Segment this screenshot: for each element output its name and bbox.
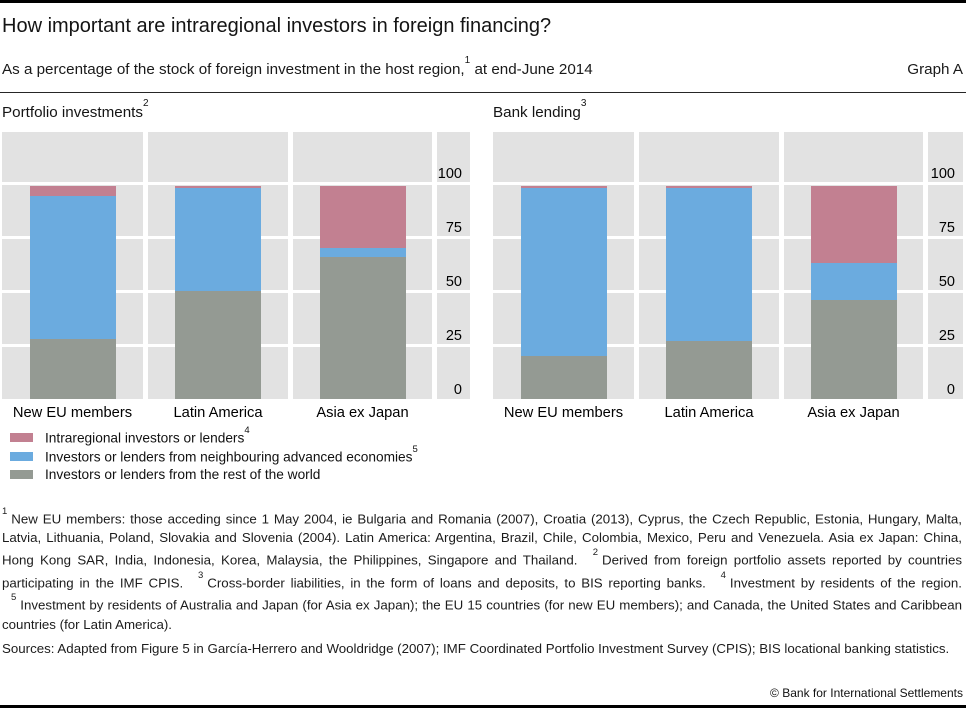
footnote-text: Derived from foreign portfolio assets re…: [2, 552, 963, 591]
bar-segment: [29, 338, 116, 399]
panel-title-text: Portfolio investments: [2, 104, 143, 121]
y-tick-label: 50: [445, 274, 462, 291]
footnote-marker: 3: [197, 569, 204, 581]
gridline-100: [493, 181, 963, 185]
panel-title-bank-lending: Bank lending3: [493, 98, 586, 121]
y-tick-label: 75: [445, 220, 462, 237]
footnote-text: Cross-border liabilities, in the form of…: [207, 575, 712, 591]
category-label: Latin America: [664, 405, 754, 421]
category-label: Latin America: [173, 405, 263, 421]
subtitle-row: As a percentage of the stock of foreign …: [2, 55, 963, 78]
sources-text: Sources: Adapted from Figure 5 in García…: [2, 641, 950, 656]
graph-title: How important are intraregional investor…: [2, 15, 552, 37]
subtitle-text-2: at end-June 2014: [470, 61, 593, 78]
y-tick-label: 0: [453, 382, 462, 398]
footnote-marker: 2: [592, 547, 599, 559]
axis-strip-background: [928, 132, 963, 399]
bar-segment: [319, 256, 406, 399]
legend-swatch: [10, 451, 33, 461]
footnote-marker: 5: [11, 592, 17, 604]
legend-item: Investors or lenders from neighbouring a…: [10, 443, 418, 466]
y-tick-label: 25: [938, 328, 955, 345]
footnote-marker: 1: [2, 506, 8, 517]
legend-label: Investors or lenders from the rest of th…: [45, 467, 321, 483]
bar-segment: [666, 187, 752, 341]
panel-title-footnote-marker: 3: [580, 97, 587, 109]
graph-label: Graph A: [907, 61, 963, 78]
legend-label: Investors or lenders from neighbouring a…: [45, 443, 418, 465]
legend-label: Intraregional investors or lenders4: [45, 425, 250, 446]
bar-segment: [175, 185, 261, 188]
bar-segment: [810, 263, 897, 300]
footnote-marker: 4: [720, 569, 726, 581]
category-label: New EU members: [12, 405, 133, 421]
y-tick-label: 75: [938, 220, 955, 237]
bar-segment: [319, 248, 406, 257]
legend-item: Intraregional investors or lenders4: [10, 425, 418, 447]
bar-segment: [666, 340, 752, 399]
panel-title-text: Bank lending: [493, 104, 581, 121]
legend-footnote-marker: 5: [412, 443, 418, 455]
header-rule: [0, 92, 966, 93]
bar-segment: [175, 187, 261, 292]
y-tick-label: 0: [946, 382, 955, 398]
y-tick-label: 100: [930, 166, 955, 183]
legend-swatch: [10, 470, 33, 480]
legend-footnote-marker: 4: [244, 425, 250, 437]
bottom-rule: [0, 705, 966, 708]
legend-swatch: [10, 432, 33, 442]
bar-segment: [520, 355, 607, 399]
bar-segment: [810, 299, 897, 399]
y-tick-label: 100: [437, 166, 462, 183]
bar-segment: [520, 187, 607, 356]
footnotes: 1 New EU members: those acceding since 1 …: [2, 506, 962, 634]
legend-item: Investors or lenders from the rest of th…: [10, 465, 418, 484]
gridline-100: [2, 181, 470, 185]
subtitle-text: As a percentage of the stock of foreign …: [2, 61, 465, 78]
bar-segment: [175, 291, 261, 399]
footnote-text: New EU members: those acceding since 1 M…: [2, 511, 962, 568]
subtitle-footnote-marker: 1: [464, 54, 471, 66]
bar-segment: [666, 185, 752, 188]
axis-strip-background: [437, 132, 470, 399]
y-tick-label: 50: [938, 274, 955, 291]
footnote-text: Investment by residents of the region.: [729, 575, 962, 591]
category-label: Asia ex Japan: [807, 405, 900, 421]
bar-segment: [520, 185, 607, 188]
copyright: © Bank for International Settlements: [770, 686, 963, 700]
sources: Sources: Adapted from Figure 5 in García…: [2, 639, 962, 659]
legend: Intraregional investors or lenders4 Inves…: [10, 425, 418, 484]
graph-subtitle: As a percentage of the stock of foreign …: [2, 55, 593, 78]
category-label: New EU members: [503, 405, 624, 421]
panel-title-footnote-marker: 2: [142, 97, 149, 109]
portfolio-investments-chart: New EU members Latin America Asia ex Japan…: [2, 132, 470, 428]
bar-segment: [29, 196, 116, 339]
bank-lending-chart: New EU members Latin America Asia ex Japan…: [493, 132, 963, 428]
bar-segment: [810, 185, 897, 264]
panel-title-portfolio-investments: Portfolio investments2: [2, 98, 149, 121]
y-tick-label: 25: [445, 328, 462, 345]
bar-segment: [29, 185, 116, 197]
footnote-text: Investment by residents of Australia and…: [2, 597, 962, 632]
bar-segment: [319, 185, 406, 249]
top-rule: [0, 0, 966, 3]
category-label: Asia ex Japan: [316, 405, 409, 421]
